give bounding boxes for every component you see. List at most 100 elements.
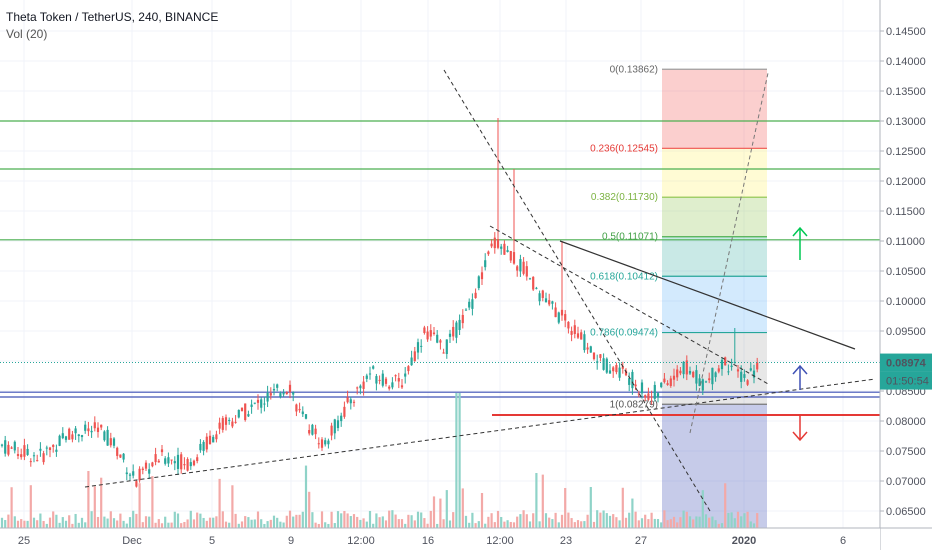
volume-bar	[621, 487, 624, 528]
candle-body	[528, 278, 532, 280]
candle-body	[493, 237, 496, 249]
candle-body	[52, 444, 55, 447]
volume-bar	[125, 523, 128, 528]
candle-body	[218, 422, 221, 429]
candle-body	[260, 399, 263, 408]
candle-body	[314, 428, 317, 435]
candle-body	[247, 414, 250, 417]
volume-bar	[730, 512, 733, 528]
candle-body	[570, 330, 573, 335]
candle-body	[119, 454, 122, 458]
volume-bar	[704, 514, 708, 528]
candle-body	[516, 266, 519, 271]
volume-bar	[474, 523, 477, 528]
candle-body	[381, 373, 384, 386]
volume-bar	[397, 519, 400, 528]
volume-bar	[144, 516, 148, 528]
candle-body	[624, 370, 628, 376]
volume-bar	[688, 516, 692, 528]
candle-body	[525, 266, 528, 277]
volume-bar	[122, 520, 125, 528]
candle-body	[599, 354, 602, 358]
candle-body	[164, 458, 167, 464]
volume-bar	[612, 514, 615, 528]
volume-bar	[314, 522, 317, 528]
candle-body	[333, 419, 336, 434]
candle-body	[464, 309, 468, 311]
y-tick-label: 0.13000	[886, 116, 926, 128]
candle-body	[36, 460, 39, 462]
volume-bar	[580, 521, 583, 528]
volume-bar	[74, 513, 77, 528]
volume-bar	[448, 520, 452, 528]
candle-body	[740, 371, 743, 382]
volume-bar	[727, 512, 730, 528]
candle-body	[522, 261, 525, 274]
volume-bar	[304, 465, 308, 528]
volume-bar	[647, 519, 650, 528]
volume-bar	[420, 512, 423, 528]
price-tag	[880, 353, 932, 372]
volume-bar	[352, 514, 356, 528]
candle-body	[330, 425, 333, 436]
volume-bar	[93, 486, 96, 528]
volume-bar	[672, 516, 676, 528]
candle-body	[551, 301, 554, 304]
volume-bar	[208, 517, 212, 528]
volume-bar	[103, 516, 106, 528]
candle-body	[573, 325, 576, 335]
candle-body	[602, 358, 605, 370]
candle-body	[634, 384, 637, 387]
candle-body	[212, 436, 215, 443]
volume-bar	[480, 493, 484, 528]
chart-title[interactable]: Theta Token / TetherUS, 240, BINANCE	[6, 10, 219, 24]
y-tick-label: 0.13500	[886, 86, 926, 98]
volume-bar	[455, 393, 458, 528]
candle-body	[189, 462, 192, 467]
volume-bar	[560, 514, 564, 528]
volume-bar	[487, 516, 490, 528]
volume-bar	[608, 515, 612, 528]
volume-bar	[701, 490, 704, 528]
y-tick-label: 0.09500	[886, 326, 926, 338]
volume-bar	[253, 519, 256, 528]
volume-bar	[346, 513, 349, 528]
candle-body	[7, 444, 10, 455]
candle-body	[58, 435, 61, 446]
candle-body	[752, 370, 756, 378]
volume-bar	[564, 488, 567, 528]
candle-body	[564, 314, 567, 321]
candle-body	[42, 453, 45, 463]
candle-body	[413, 351, 416, 361]
volume-bar	[295, 514, 298, 528]
y-tick-label: 0.14500	[886, 26, 926, 38]
volume-bar	[0, 517, 4, 528]
volume-bar	[583, 521, 586, 528]
candle-body	[244, 403, 247, 421]
candle-body	[317, 443, 320, 445]
candle-body	[311, 424, 314, 435]
volume-bar	[154, 522, 157, 528]
candle-body	[141, 468, 144, 471]
fib-zone	[662, 148, 767, 198]
candle-body	[224, 417, 228, 425]
volume-indicator-label[interactable]: Vol (20)	[6, 27, 48, 41]
candle-body	[583, 334, 586, 351]
projection-line	[689, 72, 769, 434]
candle-body	[656, 393, 660, 398]
candle-body	[234, 421, 237, 423]
fib-zone	[662, 276, 767, 333]
candle-body	[346, 397, 349, 403]
volume-bar	[740, 516, 743, 528]
volume-bar	[324, 522, 327, 528]
volume-bar	[554, 512, 557, 528]
y-tick-label: 0.07500	[886, 446, 926, 458]
candle-body	[186, 459, 189, 471]
volume-bar	[458, 393, 461, 528]
volume-bar	[404, 523, 407, 528]
volume-bar	[589, 486, 592, 528]
volume-bar	[509, 521, 512, 528]
volume-bar	[464, 515, 468, 528]
candle-body	[608, 370, 612, 374]
